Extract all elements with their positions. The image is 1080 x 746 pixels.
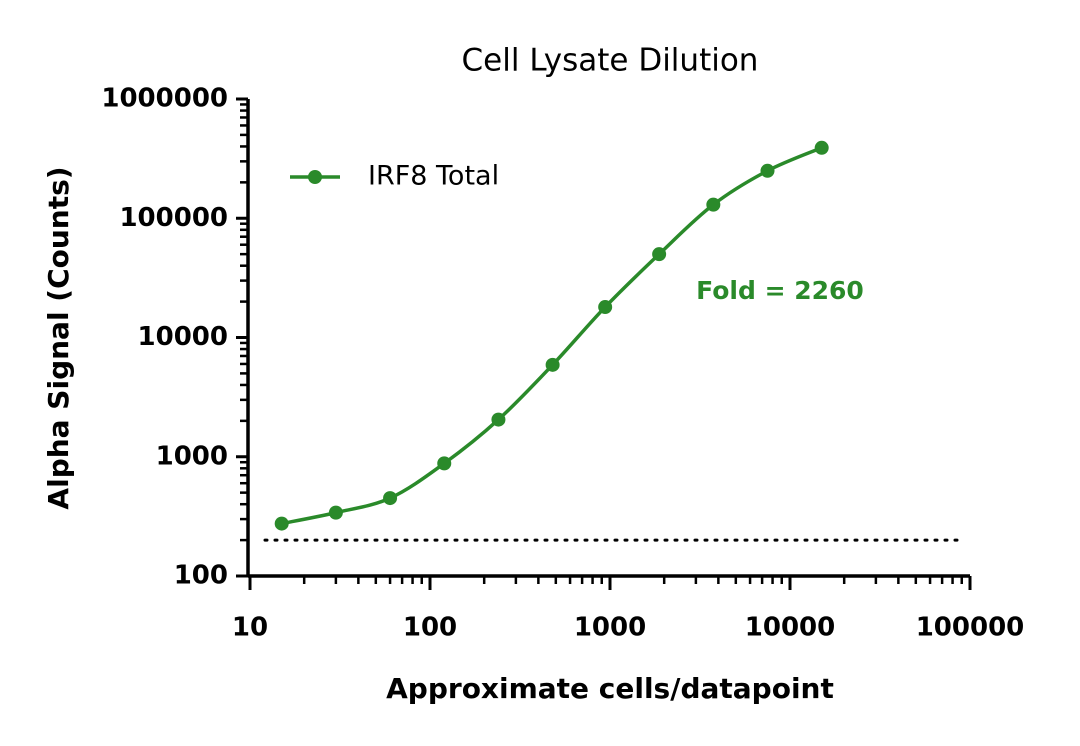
y-tick-label: 1000000 xyxy=(101,84,228,114)
data-point xyxy=(545,357,560,372)
chart-title: Cell Lysate Dilution xyxy=(462,43,759,79)
legend-label: IRF8 Total xyxy=(368,161,499,192)
y-tick-label: 100 xyxy=(174,561,228,591)
data-point xyxy=(760,163,775,178)
data-point xyxy=(383,491,398,506)
data-point xyxy=(598,300,613,315)
x-tick-label: 10000 xyxy=(745,613,835,643)
data-point xyxy=(328,505,343,520)
x-tick-label: 10 xyxy=(232,613,268,643)
data-point xyxy=(652,247,667,262)
fit-curve xyxy=(281,146,823,526)
data-point xyxy=(437,456,452,471)
y-tick-label: 1000 xyxy=(156,441,228,471)
annotation: Fold = 2260 xyxy=(696,276,864,305)
x-tick-label: 100000 xyxy=(916,613,1025,643)
data-point xyxy=(274,516,289,531)
data-point xyxy=(491,412,506,427)
y-tick-label: 10000 xyxy=(138,322,228,352)
y-axis-label: Alpha Signal (Counts) xyxy=(42,166,75,509)
data-point xyxy=(814,140,829,155)
x-tick-label: 1000 xyxy=(574,613,646,643)
data-point xyxy=(706,197,721,212)
legend-marker xyxy=(308,170,322,184)
x-axis-label: Approximate cells/datapoint xyxy=(386,672,834,705)
y-tick-label: 100000 xyxy=(119,203,228,233)
x-tick-label: 100 xyxy=(403,613,457,643)
